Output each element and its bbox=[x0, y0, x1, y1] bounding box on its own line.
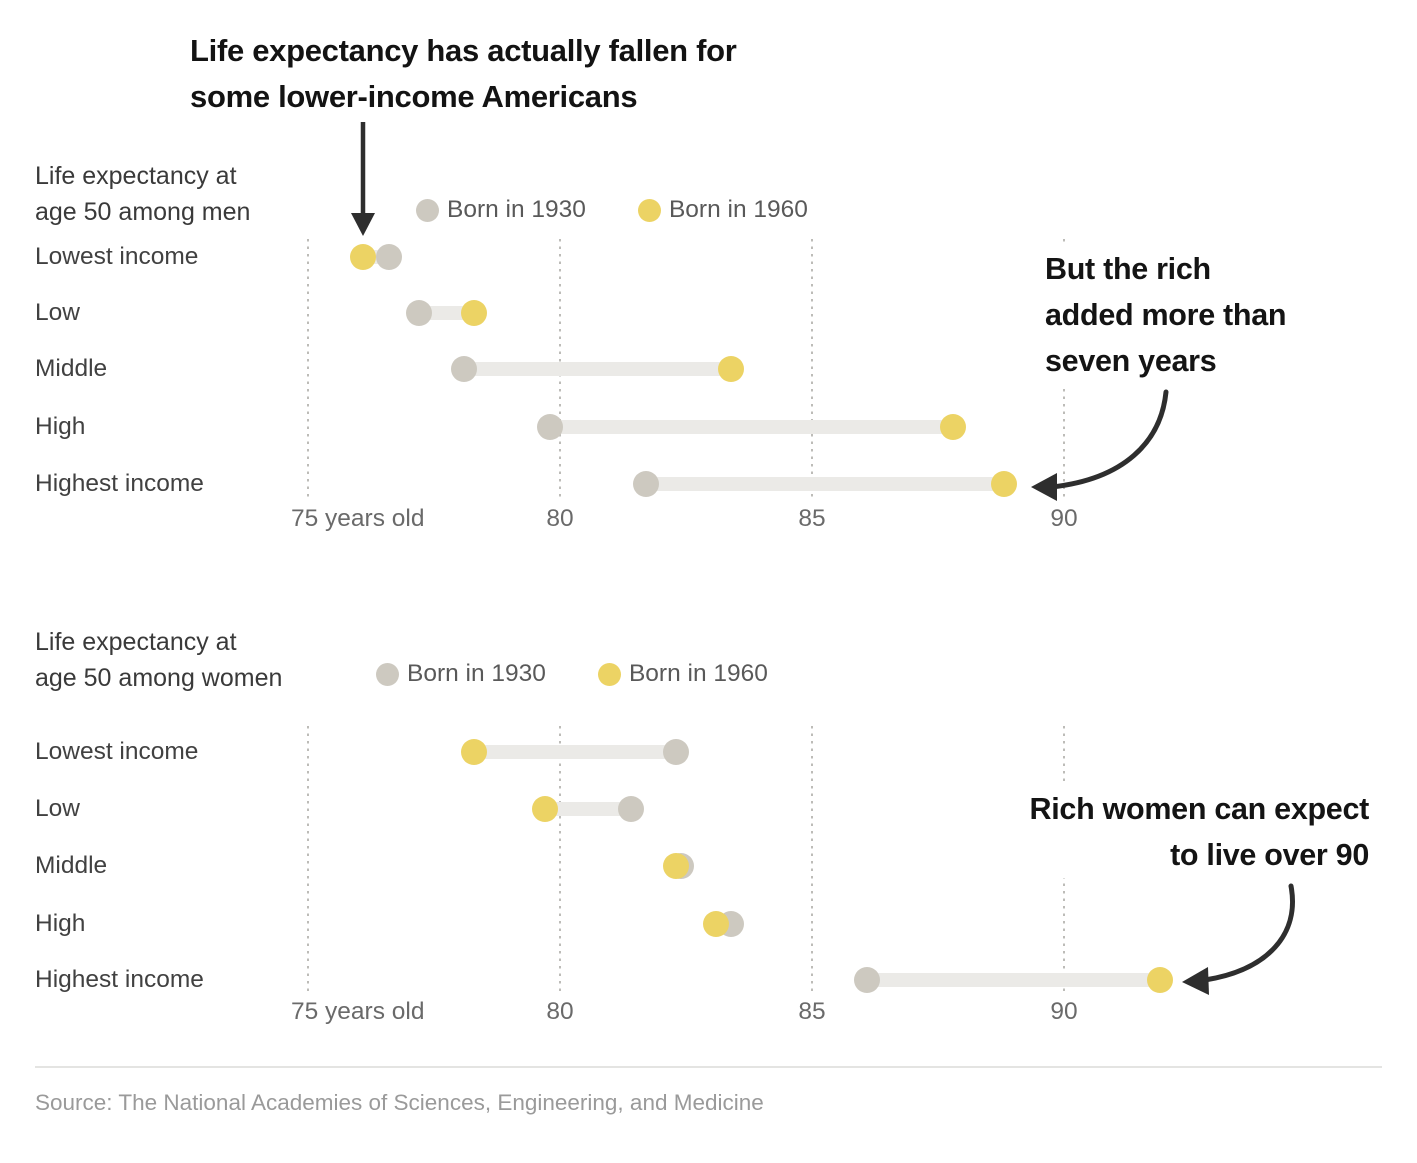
chart-title-men-line-1: Life expectancy at bbox=[35, 162, 237, 190]
curved-arrow-women bbox=[1182, 883, 1295, 995]
connector-bar bbox=[675, 859, 681, 873]
legend-men: Born in 1930 Born in 1960 bbox=[416, 196, 808, 224]
dot-born-1960 bbox=[1146, 967, 1173, 993]
legend-item-born-1930: Born in 1930 bbox=[376, 660, 546, 688]
row-label-high: High bbox=[35, 910, 86, 937]
connector-bar bbox=[716, 917, 732, 931]
chart-title-women: Life expectancy at age 50 among women bbox=[35, 624, 282, 696]
dot-born-1930 bbox=[854, 967, 881, 993]
down-arrow bbox=[351, 122, 375, 236]
axis-tick-75: 75 years old bbox=[291, 505, 425, 532]
annotation-men-line-1: But the rich bbox=[1045, 252, 1211, 286]
annotation-women-line-1: Rich women can expect bbox=[1029, 792, 1370, 826]
dot-born-1930 bbox=[451, 356, 478, 382]
dot-born-1960 bbox=[662, 853, 689, 879]
gridline-85 bbox=[811, 726, 813, 996]
dot-born-1960 bbox=[940, 414, 967, 440]
legend-item-born-1960: Born in 1960 bbox=[637, 196, 808, 224]
legend-item-born-1930: Born in 1930 bbox=[416, 196, 586, 224]
dot-born-1930 bbox=[405, 300, 432, 326]
row-label-lowest-income: Lowest income bbox=[35, 243, 199, 270]
dot-born-1930 bbox=[617, 796, 644, 822]
legend-dot-1960 bbox=[597, 662, 621, 686]
connector-bar bbox=[645, 477, 1004, 491]
row-label-low: Low bbox=[35, 299, 80, 326]
legend-label-1930: Born in 1930 bbox=[407, 660, 546, 687]
axis-tick-90: 90 bbox=[1050, 505, 1078, 532]
connector-bar bbox=[549, 420, 954, 434]
dot-born-1960 bbox=[703, 911, 730, 937]
connector-bar bbox=[867, 973, 1160, 987]
chart-title-men: Life expectancy at age 50 among men bbox=[35, 158, 250, 230]
legend-label-1960: Born in 1960 bbox=[668, 196, 808, 223]
dot-born-1930 bbox=[718, 911, 745, 937]
legend-women: Born in 1930 Born in 1960 bbox=[376, 660, 768, 688]
gridline-85 bbox=[811, 239, 813, 500]
row-label-highest-income: Highest income bbox=[35, 470, 204, 497]
gridline-80 bbox=[559, 239, 561, 500]
axis-tick-85: 85 bbox=[798, 505, 826, 532]
dot-born-1960 bbox=[990, 471, 1017, 497]
legend-label-1960: Born in 1960 bbox=[628, 660, 768, 687]
dot-born-1960 bbox=[531, 796, 558, 822]
annotation-rich-women: Rich women can expect to live over 90 bbox=[1029, 786, 1370, 878]
chart-title-women-line-2: age 50 among women bbox=[35, 664, 283, 692]
legend-label-1930: Born in 1930 bbox=[447, 196, 586, 223]
row-label-high: High bbox=[35, 413, 86, 440]
connector-bar bbox=[544, 802, 631, 816]
legend-dot-1930 bbox=[376, 662, 399, 686]
dot-born-1960 bbox=[350, 244, 377, 270]
dot-born-1960 bbox=[718, 356, 745, 382]
dot-born-1930 bbox=[667, 853, 694, 879]
dot-born-1930 bbox=[536, 414, 563, 440]
annotation-men-line-2: added more than bbox=[1045, 298, 1287, 332]
connector-bar bbox=[418, 306, 475, 320]
source-note: Source: The National Academies of Scienc… bbox=[35, 1090, 764, 1115]
headline: Life expectancy has actually fallen for … bbox=[190, 28, 737, 120]
annotation-men-line-3: seven years bbox=[1045, 344, 1217, 378]
dot-born-1930 bbox=[662, 739, 689, 765]
axis-tick-90: 90 bbox=[1050, 998, 1078, 1025]
axis-tick-75: 75 years old bbox=[291, 998, 425, 1025]
gridline-75 bbox=[307, 726, 309, 996]
connector-bar bbox=[363, 250, 389, 264]
dot-born-1930 bbox=[632, 471, 659, 497]
dot-born-1960 bbox=[461, 739, 488, 765]
row-label-lowest-income: Lowest income bbox=[35, 738, 199, 765]
connector-bar bbox=[464, 362, 732, 376]
chart-title-women-line-1: Life expectancy at bbox=[35, 628, 237, 656]
row-label-middle: Middle bbox=[35, 852, 108, 879]
connector-bar bbox=[474, 745, 676, 759]
legend-dot-1930 bbox=[416, 198, 439, 222]
gridline-75 bbox=[307, 239, 309, 500]
legend-dot-1960 bbox=[637, 198, 661, 222]
legend-item-born-1960: Born in 1960 bbox=[597, 660, 768, 688]
axis-tick-80: 80 bbox=[546, 998, 574, 1025]
headline-line-1: Life expectancy has actually fallen for bbox=[190, 33, 737, 68]
row-label-highest-income: Highest income bbox=[35, 966, 204, 993]
footer-divider bbox=[35, 1066, 1382, 1068]
row-label-middle: Middle bbox=[35, 355, 108, 382]
chart-title-men-line-2: age 50 among men bbox=[35, 198, 251, 226]
curved-arrow-men bbox=[1031, 389, 1169, 501]
axis-tick-80: 80 bbox=[546, 505, 574, 532]
gridline-80 bbox=[559, 726, 561, 996]
dot-born-1930 bbox=[375, 244, 402, 270]
axis-tick-85: 85 bbox=[798, 998, 826, 1025]
headline-line-2: some lower-income Americans bbox=[190, 79, 638, 114]
dot-born-1960 bbox=[461, 300, 488, 326]
row-label-low: Low bbox=[35, 795, 80, 822]
annotation-rich-men: But the rich added more than seven years bbox=[1045, 246, 1287, 384]
annotation-women-line-2: to live over 90 bbox=[1170, 838, 1369, 872]
